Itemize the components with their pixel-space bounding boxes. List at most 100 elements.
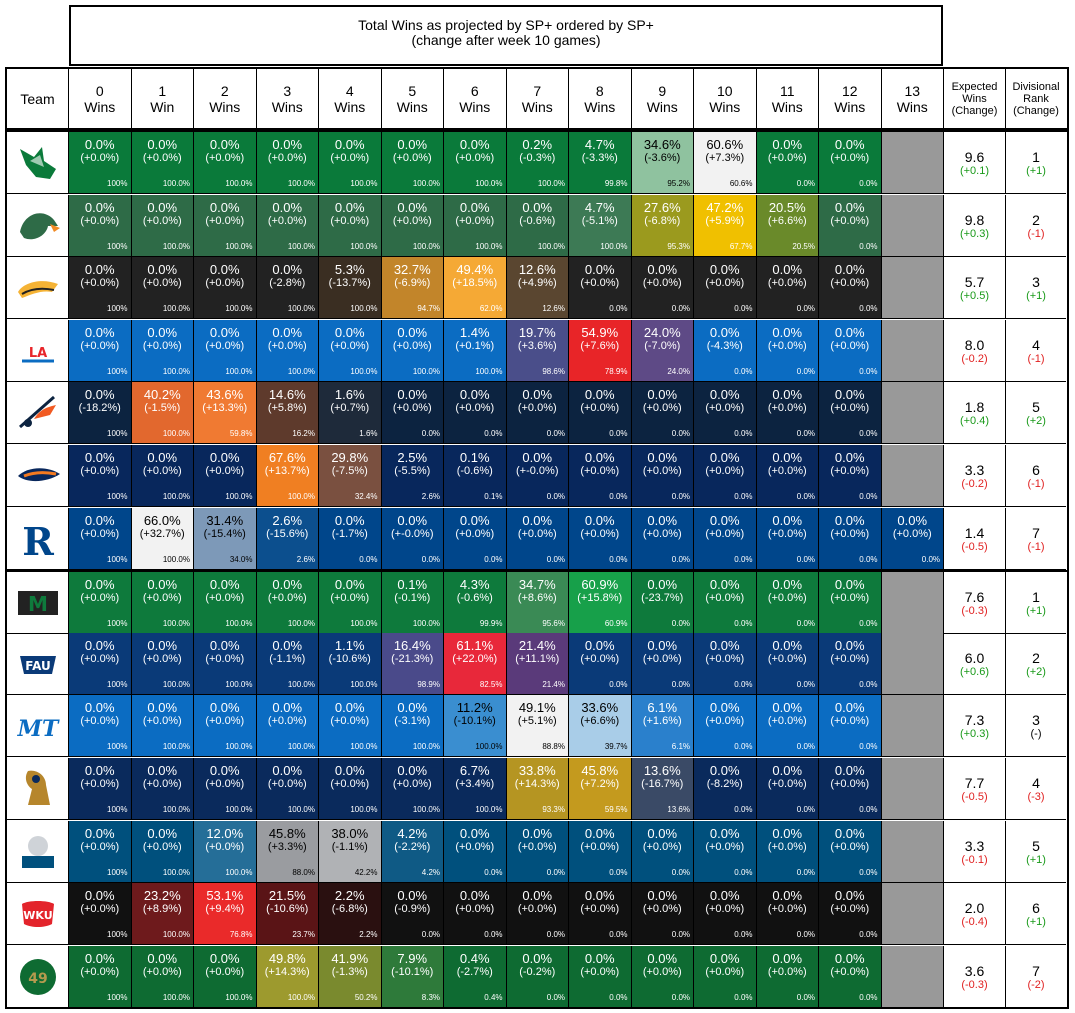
expected-wins-change: (+0.3) bbox=[959, 228, 990, 240]
expected-wins-value: 8.0 bbox=[964, 337, 985, 353]
cumulative-label: 0.0% bbox=[671, 930, 690, 939]
probability-label: 0.0% bbox=[397, 763, 428, 778]
probability-change-label: (+0.0%) bbox=[767, 592, 807, 604]
probability-change-label: (+0.0%) bbox=[767, 340, 807, 352]
cumulative-label: 100% bbox=[107, 742, 128, 751]
cumulative-label: 0.0% bbox=[734, 492, 753, 501]
win-probability-cell: 0.1% (-0.1%) 100.0% bbox=[381, 572, 444, 634]
win-probability-cell: 0.0% (+0.0%) 100.0% bbox=[256, 132, 319, 194]
probability-label: 20.5% bbox=[768, 200, 806, 215]
probability-change-label: (+0.0%) bbox=[830, 402, 870, 414]
cumulative-label: 0.0% bbox=[859, 619, 878, 628]
header-wins-7: 7 Wins bbox=[507, 69, 569, 128]
probability-change-label: (-0.3%) bbox=[519, 152, 556, 164]
probability-label: 0.0% bbox=[584, 826, 615, 841]
probability-label: 31.4% bbox=[206, 513, 244, 528]
team-row: 0.0% (-18.2%) 100% 40.2% (-1.5%) 100.0% 43.6%(… bbox=[7, 382, 1067, 444]
cumulative-label: 0.0% bbox=[671, 492, 690, 501]
probability-label: 49.4% bbox=[456, 262, 494, 277]
header-wins-6: 6 Wins bbox=[444, 69, 507, 128]
cumulative-label: 2.6% bbox=[421, 492, 440, 501]
expected-wins-change: (-0.2) bbox=[961, 478, 988, 490]
header-wins-11: 11 Wins bbox=[757, 69, 819, 128]
win-probability-cell: 0.0% (+0.0%) 0.0% bbox=[631, 445, 694, 507]
probability-change-label: (+0.0%) bbox=[205, 277, 245, 289]
cumulative-label: 100.0% bbox=[412, 367, 440, 376]
win-probability-cell: 0.0% (+0.0%) 0.0% bbox=[756, 508, 819, 570]
divisional-rank-value: 3 bbox=[1032, 274, 1040, 290]
probability-label: 0.0% bbox=[834, 450, 865, 465]
probability-change-label: (+0.0%) bbox=[330, 592, 370, 604]
cumulative-label: 0.0% bbox=[734, 619, 753, 628]
cumulative-label: 1.6% bbox=[359, 429, 378, 438]
probability-change-label: (+0.0%) bbox=[767, 402, 807, 414]
divisional-rank-cell: 1 (+1) bbox=[1006, 132, 1066, 194]
probability-label: 0.0% bbox=[709, 577, 740, 592]
divisional-rank-cell: 3 (+1) bbox=[1006, 257, 1066, 319]
cumulative-label: 88.0% bbox=[292, 868, 315, 877]
cumulative-label: 0.0% bbox=[671, 555, 690, 564]
utsa-logo-icon bbox=[18, 395, 56, 428]
probability-label: 0.0% bbox=[209, 325, 240, 340]
empty-cell bbox=[881, 257, 944, 319]
win-probability-cell: 21.5% (-10.6%) 23.7% bbox=[256, 883, 319, 945]
cumulative-label: 0.0% bbox=[609, 868, 628, 877]
probability-label: 1.4% bbox=[459, 325, 490, 340]
empty-cell bbox=[881, 445, 944, 507]
probability-change-label: (+0.0%) bbox=[767, 277, 807, 289]
probability-label: 0.0% bbox=[834, 577, 865, 592]
cumulative-label: 59.5% bbox=[604, 805, 628, 814]
cumulative-label: 0.0% bbox=[796, 492, 815, 501]
probability-change-label: (+0.0%) bbox=[142, 277, 182, 289]
probability-label: 0.0% bbox=[772, 763, 803, 778]
probability-change-label: (+0.0%) bbox=[80, 841, 120, 853]
probability-change-label: (+0.0%) bbox=[267, 592, 307, 604]
probability-label: 0.0% bbox=[522, 450, 553, 465]
probability-label: 0.0% bbox=[147, 826, 178, 841]
probability-change-label: (+0.0%) bbox=[330, 715, 370, 727]
cumulative-label: 67.7% bbox=[729, 242, 753, 251]
probability-label: 0.0% bbox=[272, 200, 303, 215]
expected-wins-value: 3.6 bbox=[964, 963, 985, 979]
cumulative-label: 0.0% bbox=[671, 304, 690, 313]
empty-cell bbox=[881, 132, 944, 194]
win-probability-cell: 27.6% (-6.8%) 95.3% bbox=[631, 195, 694, 257]
probability-change-label: (+0.0%) bbox=[330, 152, 370, 164]
cumulative-label: 100.0% bbox=[475, 179, 503, 188]
win-probability-cell: 60.6% (+7.3%) 60.6% bbox=[694, 132, 757, 194]
chart-title: Total Wins as projected by SP+ ordered b… bbox=[358, 17, 654, 33]
probability-label: 6.7% bbox=[459, 763, 490, 778]
probability-change-label: (+0.0%) bbox=[267, 778, 307, 790]
divisional-rank-change: (+1) bbox=[1026, 605, 1046, 617]
probability-label: 60.9% bbox=[581, 577, 619, 592]
uab-logo-icon bbox=[19, 212, 60, 239]
cumulative-label: 100.0% bbox=[287, 680, 315, 689]
cumulative-label: 100% bbox=[107, 680, 128, 689]
win-probability-cell: 49.4% (+18.5%) 62.0% bbox=[444, 257, 507, 319]
cumulative-label: 100.0% bbox=[287, 179, 315, 188]
win-probability-cell: 66.0% (+32.7%) 100.0% bbox=[131, 508, 194, 570]
probability-change-label: (-1.1%) bbox=[269, 653, 306, 665]
cumulative-label: 0.1% bbox=[484, 492, 503, 501]
probability-change-label: (+0.0%) bbox=[517, 841, 557, 853]
win-probability-cell: 0.0% (+0.0%) 0.0% bbox=[444, 508, 507, 570]
cumulative-label: 100% bbox=[107, 492, 128, 501]
probability-label: 34.7% bbox=[518, 577, 556, 592]
probability-label: 0.0% bbox=[834, 513, 865, 528]
probability-change-label: (-6.8%) bbox=[331, 903, 368, 915]
probability-change-label: (+1.6%) bbox=[642, 715, 682, 727]
probability-change-label: (+7.3%) bbox=[705, 152, 745, 164]
team-row: WKU 0.0% (+0.0%) 100% 23.2% (+8.9%) 100.0% 53.1… bbox=[7, 883, 1067, 945]
cumulative-label: 99.8% bbox=[604, 179, 628, 188]
cumulative-label: 95.6% bbox=[542, 619, 565, 628]
cumulative-label: 100.0% bbox=[475, 367, 503, 376]
win-probability-cell: 67.6% (+13.7%) 100.0% bbox=[256, 445, 319, 507]
probability-change-label: (+0.0%) bbox=[767, 465, 807, 477]
win-probability-cell: 19.7% (+3.6%) 98.6% bbox=[506, 320, 569, 382]
win-probability-cell: 0.0% (+0.0%) 100.0% bbox=[444, 195, 507, 257]
win-probability-cell: 0.0% (+0.0%) 0.0% bbox=[756, 633, 819, 695]
probability-label: 0.0% bbox=[834, 638, 865, 653]
team-row: MT 0.0% (+0.0%) 100% 0.0% (+0.0%) 100.0% 0.0% (+… bbox=[7, 695, 1067, 757]
probability-change-label: (-6.9%) bbox=[394, 277, 431, 289]
probability-change-label: (+13.3%) bbox=[202, 402, 248, 414]
